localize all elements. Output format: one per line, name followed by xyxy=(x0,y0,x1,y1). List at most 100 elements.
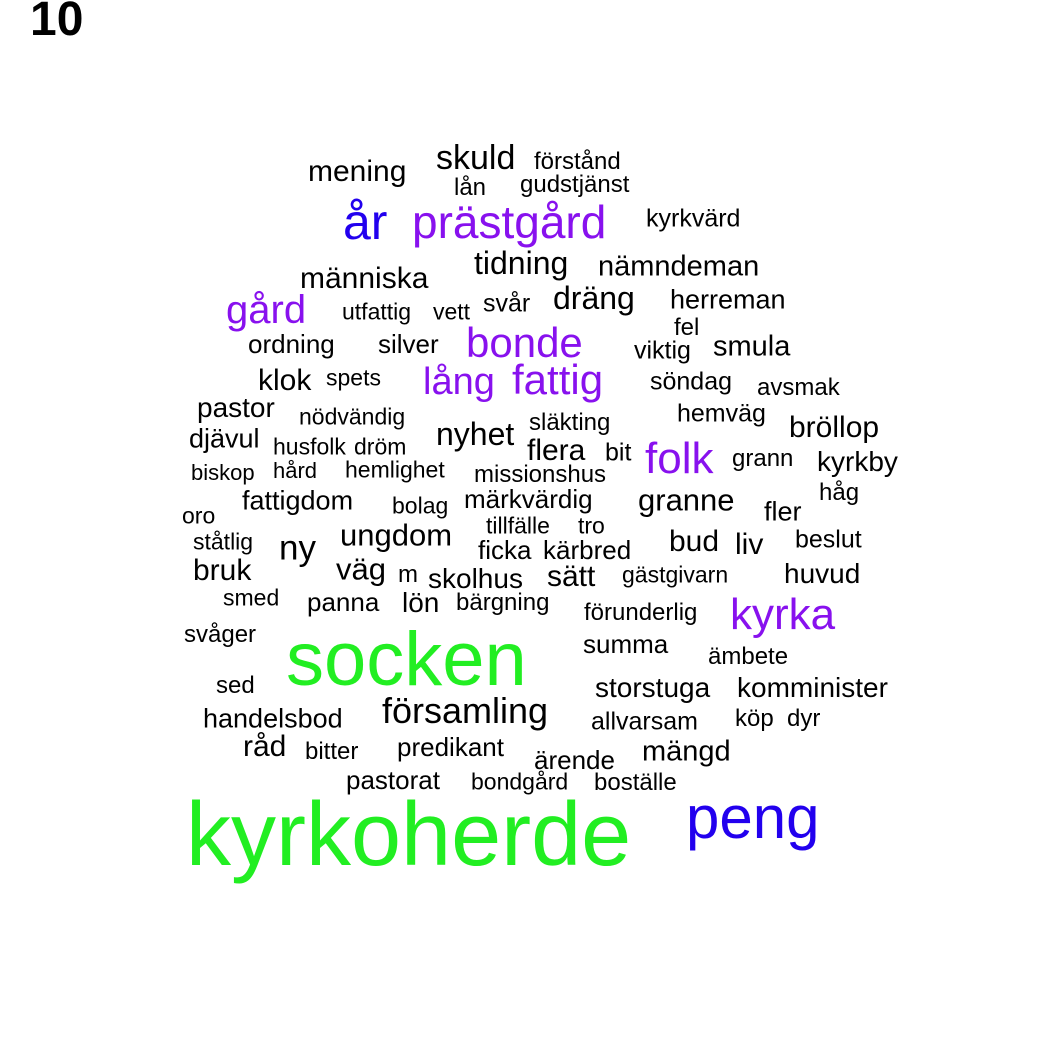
word-klok: klok xyxy=(258,364,312,397)
word-manniska: människa xyxy=(300,262,429,295)
word-bolag: bolag xyxy=(392,492,449,519)
word-avsmak: avsmak xyxy=(757,374,840,401)
word-fel: fel xyxy=(674,314,700,341)
word-storstuga: storstuga xyxy=(595,672,711,703)
word-predikant: predikant xyxy=(397,732,504,762)
word-svar: svår xyxy=(483,289,531,318)
word-skolhus: skolhus xyxy=(428,563,523,594)
word-mangd: mängd xyxy=(642,735,731,768)
word-ficka: ficka xyxy=(478,535,532,565)
word-bostalle: boställe xyxy=(594,769,677,796)
word-kyrkby: kyrkby xyxy=(817,446,898,477)
word-allvarsam: allvarsam xyxy=(591,707,698,736)
word-silver: silver xyxy=(378,329,439,359)
word-panna: panna xyxy=(307,587,380,617)
word-lang: lång xyxy=(423,361,495,403)
word-sondag: söndag xyxy=(650,367,733,396)
word-satt: sätt xyxy=(547,560,596,593)
word-gudstjanst: gudstjänst xyxy=(520,171,630,198)
word-ny: ny xyxy=(279,528,316,568)
word-brollop: bröllop xyxy=(789,411,880,444)
word-handelsbod: handelsbod xyxy=(203,703,343,734)
word-biskop: biskop xyxy=(191,460,255,485)
word-lon: lön xyxy=(402,587,440,618)
word-bud: bud xyxy=(669,525,720,558)
panel-label: 10 xyxy=(30,0,84,46)
word-rad: råd xyxy=(243,730,287,763)
word-hemvag: hemväg xyxy=(677,399,766,428)
word-forsamling: församling xyxy=(382,690,549,731)
word-smula: smula xyxy=(713,330,791,363)
word-nodvandig: nödvändig xyxy=(299,403,406,430)
word-forstand: förstånd xyxy=(534,148,621,175)
word-fattigdom: fattigdom xyxy=(242,485,354,516)
word-tillfalle: tillfälle xyxy=(486,512,550,539)
word-namndeman: nämndeman xyxy=(598,250,760,283)
word-tro: tro xyxy=(578,512,605,539)
word-kyrkvard: kyrkvärd xyxy=(646,204,741,233)
word-ordning: ordning xyxy=(248,329,335,359)
word-arende: ärende xyxy=(534,745,615,775)
word-kyrkoherde: kyrkoherde xyxy=(186,785,632,885)
word-bit: bit xyxy=(605,438,632,467)
word-utfattig: utfattig xyxy=(342,298,412,325)
word-hag: håg xyxy=(819,479,860,506)
word-bonde: bonde xyxy=(466,319,583,366)
word-granne: granne xyxy=(638,482,735,518)
word-fattig: fattig xyxy=(512,356,604,403)
word-vett: vett xyxy=(433,298,471,325)
word-spets: spets xyxy=(326,364,381,391)
word-grann: grann xyxy=(732,445,794,472)
word-bitter: bitter xyxy=(305,738,359,765)
word-kyrka: kyrka xyxy=(730,590,836,639)
word-slakting: släkting xyxy=(529,409,611,436)
word-peng: peng xyxy=(686,784,820,851)
word-ambete: ämbete xyxy=(708,643,789,670)
word-smed: smed xyxy=(223,584,280,611)
word-komminister: komminister xyxy=(737,672,888,703)
word-bondgard: bondgård xyxy=(471,768,569,795)
word-folk: folk xyxy=(645,434,714,483)
word-flera: flera xyxy=(527,434,586,467)
word-missionshus: missionshus xyxy=(474,461,607,488)
word-pastorat: pastorat xyxy=(346,765,440,795)
word-husfolk: husfolk xyxy=(273,433,346,460)
word-drom: dröm xyxy=(354,433,407,460)
word-hard: hård xyxy=(273,458,318,483)
word-sed: sed xyxy=(216,672,255,699)
word-pastor: pastor xyxy=(197,392,275,423)
word-herreman: herreman xyxy=(670,284,786,315)
word-svager: svåger xyxy=(184,621,257,648)
word-beslut: beslut xyxy=(795,525,862,554)
word-socken: socken xyxy=(286,617,527,702)
word-lan: lån xyxy=(454,174,487,201)
word-markvardig: märkvärdig xyxy=(464,484,593,514)
word-liv: liv xyxy=(735,528,764,561)
word-mening: mening xyxy=(308,155,407,188)
word-bargning: bärgning xyxy=(456,589,550,616)
word-ar: år xyxy=(343,194,388,250)
word-oro: oro xyxy=(182,502,216,529)
word-vag: väg xyxy=(336,551,386,587)
word-bruk: bruk xyxy=(193,554,252,587)
word-ungdom: ungdom xyxy=(340,517,453,553)
word-hemlighet: hemlighet xyxy=(345,456,445,483)
word-fler: fler xyxy=(764,496,802,527)
word-skuld: skuld xyxy=(436,139,516,177)
word-karbred: kärbred xyxy=(543,535,632,565)
word-djavul: djävul xyxy=(189,423,260,454)
word-gastgivarn: gästgivarn xyxy=(622,561,729,588)
word-nyhet: nyhet xyxy=(436,416,515,452)
word-forunderlig: förunderlig xyxy=(584,599,698,626)
word-viktig: viktig xyxy=(634,336,691,365)
word-kop: köp xyxy=(735,705,774,732)
word-summa: summa xyxy=(583,629,669,659)
word-prastgard: prästgård xyxy=(412,196,607,248)
word-huvud: huvud xyxy=(784,558,861,589)
word-statlig: ståtlig xyxy=(193,528,254,555)
word-dyr: dyr xyxy=(787,705,821,732)
word-m: m xyxy=(398,561,418,588)
word-gard: gård xyxy=(226,288,307,332)
word-drang: dräng xyxy=(553,280,635,316)
